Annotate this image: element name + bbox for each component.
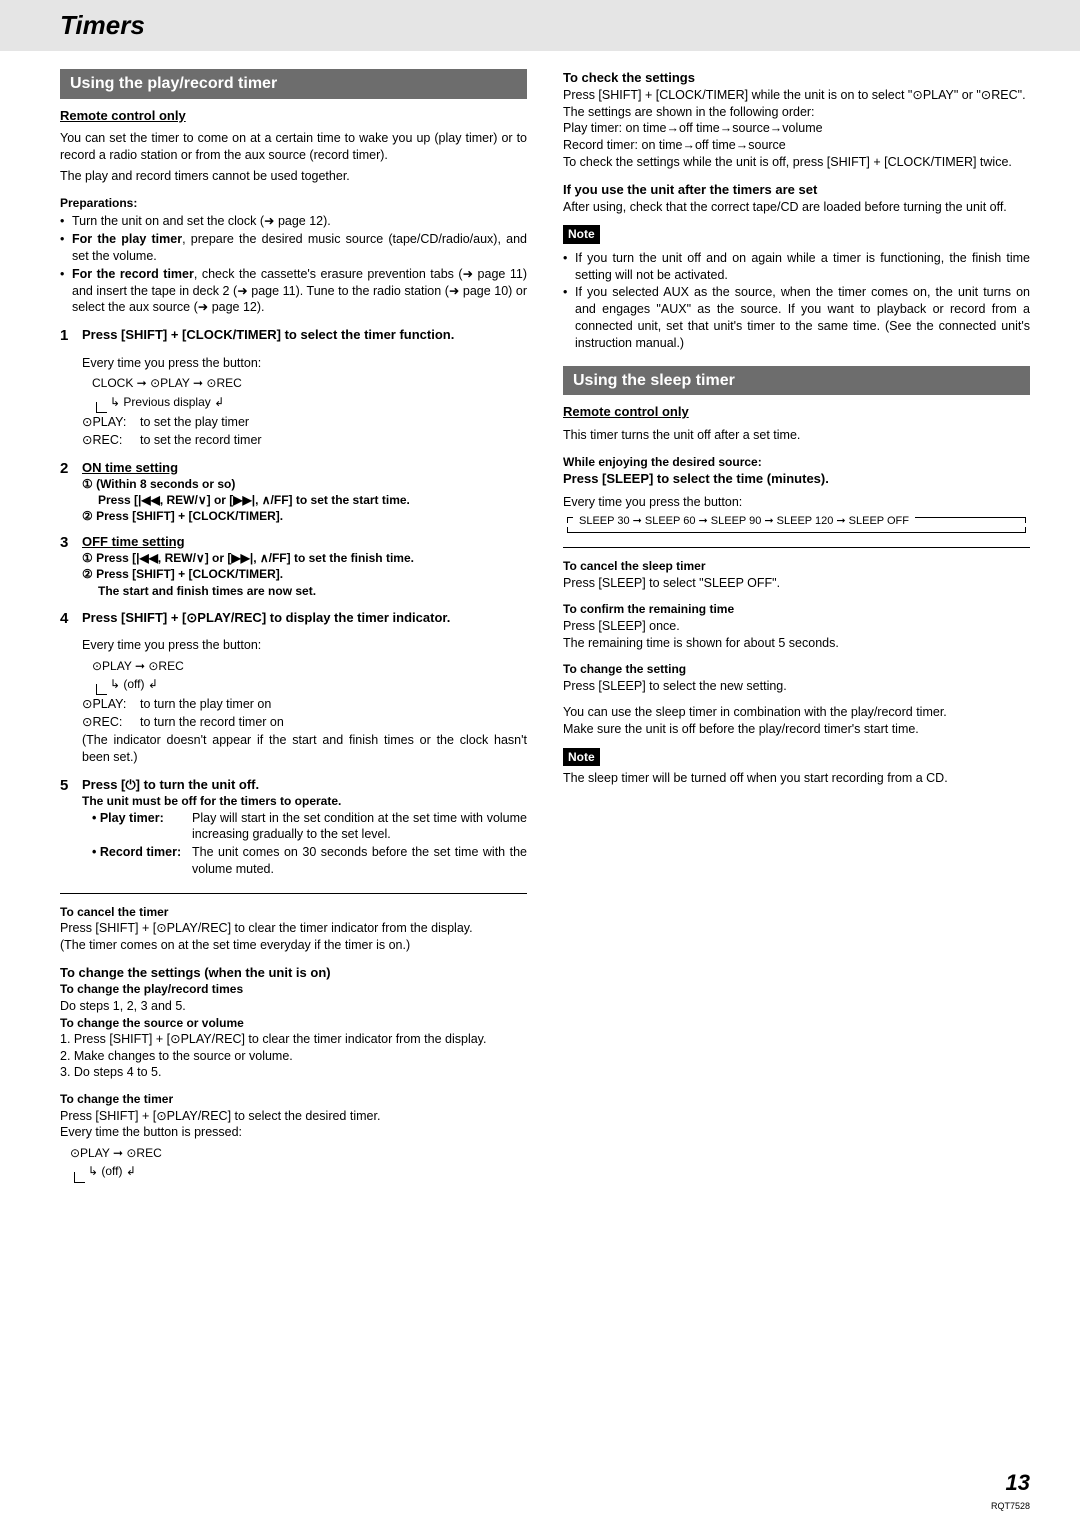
- section-play-record-timer: Using the play/record timer: [60, 69, 527, 99]
- step-2: 2 ON time setting ① (Within 8 seconds or…: [60, 459, 527, 525]
- change-setting-title: To change the setting: [563, 661, 1030, 677]
- step-number: 1: [60, 326, 82, 346]
- step-number: 5: [60, 776, 82, 879]
- check-settings-title: To check the settings: [563, 69, 1030, 87]
- step-title: OFF time setting: [82, 533, 527, 551]
- sleep-chain: SLEEP 30 ➞ SLEEP 60 ➞ SLEEP 90 ➞ SLEEP 1…: [573, 514, 915, 529]
- step-4: 4 Press [SHIFT] + [⊙PLAY/REC] to display…: [60, 609, 527, 629]
- step-title: Press [SHIFT] + [CLOCK/TIMER] to select …: [82, 326, 527, 344]
- prep-item: For the play timer, prepare the desired …: [60, 231, 527, 265]
- after-timers-title: If you use the unit after the timers are…: [563, 181, 1030, 199]
- step-title: Press [SHIFT] + [⊙PLAY/REC] to display t…: [82, 609, 527, 627]
- content-columns: Using the play/record timer Remote contr…: [60, 69, 1030, 1184]
- note-item: If you selected AUX as the source, when …: [563, 284, 1030, 352]
- step-1: 1 Press [SHIFT] + [CLOCK/TIMER] to selec…: [60, 326, 527, 346]
- left-column: Using the play/record timer Remote contr…: [60, 69, 527, 1184]
- step-title: Press [⏻] to turn the unit off.: [82, 776, 527, 794]
- preparations-list: Turn the unit on and set the clock (➜ pa…: [60, 213, 527, 316]
- step-number: 2: [60, 459, 82, 525]
- confirm-time-title: To confirm the remaining time: [563, 601, 1030, 617]
- document-code: RQT7528: [991, 1500, 1030, 1512]
- step-5: 5 Press [⏻] to turn the unit off. The un…: [60, 776, 527, 879]
- step-number: 4: [60, 609, 82, 629]
- cancel-sleep-title: To cancel the sleep timer: [563, 558, 1030, 574]
- change-settings-title: To change the settings (when the unit is…: [60, 964, 527, 982]
- page-title: Timers: [0, 8, 1080, 43]
- cycle-diagram: CLOCK ➞ ⊙PLAY ➞ ⊙REC ↳ Previous display …: [92, 375, 527, 409]
- intro-text: You can set the timer to come on at a ce…: [60, 130, 527, 164]
- remote-control-only: Remote control only: [60, 107, 527, 125]
- divider: [563, 547, 1030, 548]
- cancel-timer-title: To cancel the timer: [60, 904, 527, 920]
- note-label: Note: [563, 225, 600, 243]
- note-label: Note: [563, 748, 600, 766]
- section-sleep-timer: Using the sleep timer: [563, 366, 1030, 396]
- preparations-label: Preparations:: [60, 195, 527, 211]
- cycle-diagram: ⊙PLAY ➞ ⊙REC ↳ (off) ↲: [92, 658, 527, 692]
- cycle-diagram: ⊙PLAY ➞ ⊙REC ↳ (off) ↲: [70, 1145, 527, 1179]
- page-number: 13: [1006, 1468, 1030, 1498]
- divider: [60, 893, 527, 894]
- prep-item: For the record timer, check the cassette…: [60, 266, 527, 317]
- intro-text-2: The play and record timers cannot be use…: [60, 168, 527, 185]
- prep-item: Turn the unit on and set the clock (➜ pa…: [60, 213, 527, 230]
- note-item: If you turn the unit off and on again wh…: [563, 250, 1030, 284]
- step-3: 3 OFF time setting ① Press [|◀◀, REW/∨] …: [60, 533, 527, 599]
- right-column: To check the settings Press [SHIFT] + [C…: [563, 69, 1030, 1184]
- note-list: If you turn the unit off and on again wh…: [563, 250, 1030, 352]
- remote-control-only: Remote control only: [563, 403, 1030, 421]
- step-title: ON time setting: [82, 459, 527, 477]
- change-timer-title: To change the timer: [60, 1091, 527, 1107]
- header-bar: Timers: [0, 0, 1080, 51]
- step-number: 3: [60, 533, 82, 599]
- step-every: Every time you press the button:: [82, 355, 527, 372]
